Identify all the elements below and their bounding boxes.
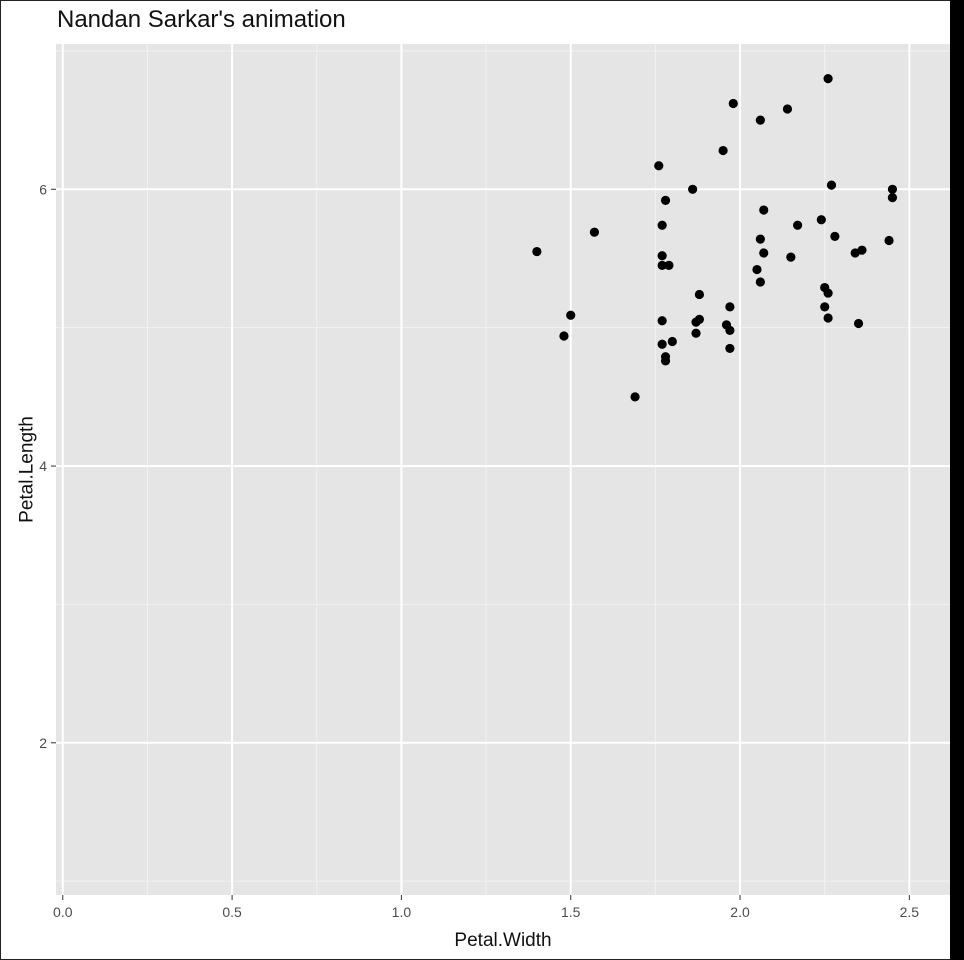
- data-point: [657, 251, 667, 261]
- minor-gridlines: [56, 44, 950, 895]
- data-point: [816, 215, 826, 225]
- data-point: [793, 220, 803, 230]
- data-point: [887, 184, 898, 194]
- plot-panel: [56, 44, 950, 895]
- data-point: [782, 104, 793, 114]
- data-point: [657, 220, 667, 230]
- x-tick-label: 2.0: [730, 904, 750, 920]
- data-point: [755, 277, 765, 287]
- x-axis: 0.0 0.5 1.0 1.5 2.0 2.5: [53, 895, 919, 920]
- data-point: [566, 310, 576, 320]
- data-point: [725, 302, 735, 312]
- data-point: [660, 352, 671, 362]
- y-axis-title: Petal.Length: [17, 416, 38, 523]
- data-point: [823, 313, 833, 323]
- data-point: [755, 115, 765, 125]
- window-edge: [950, 0, 964, 960]
- x-axis-title: Petal.Width: [454, 930, 551, 951]
- data-point: [630, 392, 640, 402]
- data-point: [532, 246, 542, 257]
- data-point: [559, 331, 569, 341]
- data-point: [786, 252, 796, 262]
- y-axis: 2 4 6: [39, 181, 56, 751]
- data-point: [694, 314, 705, 324]
- data-point: [728, 98, 738, 109]
- chart-title: Nandan Sarkar's animation: [57, 6, 346, 33]
- data-point: [755, 234, 765, 244]
- data-point: [718, 145, 728, 156]
- data-point: [752, 264, 762, 275]
- x-tick-label: 2.5: [900, 904, 920, 920]
- data-point: [853, 318, 864, 329]
- data-point: [823, 288, 833, 298]
- data-point: [725, 343, 735, 354]
- data-point: [654, 161, 664, 171]
- data-point: [823, 73, 833, 84]
- data-point: [820, 302, 830, 312]
- data-point: [725, 325, 735, 336]
- y-tick-label: 6: [39, 181, 47, 197]
- data-point: [664, 260, 674, 270]
- data-point: [887, 192, 898, 203]
- data-point: [884, 235, 894, 246]
- x-tick-label: 1.5: [561, 904, 581, 920]
- data-point: [657, 316, 667, 326]
- data-point: [657, 339, 667, 349]
- data-point: [857, 245, 867, 255]
- data-point: [688, 184, 698, 194]
- y-tick-label: 4: [39, 458, 47, 474]
- major-gridlines: [56, 44, 950, 895]
- data-point: [759, 248, 769, 258]
- data-point: [660, 195, 671, 205]
- data-point: [830, 231, 840, 241]
- y-tick-label: 2: [39, 735, 47, 751]
- data-point: [657, 260, 667, 270]
- x-tick-label: 0.0: [53, 904, 73, 920]
- data-point: [691, 328, 701, 338]
- data-points: [532, 73, 898, 402]
- data-point: [694, 289, 705, 300]
- data-point: [759, 205, 769, 215]
- x-tick-label: 1.0: [392, 904, 412, 920]
- x-tick-label: 0.5: [222, 904, 242, 920]
- data-point: [667, 336, 677, 347]
- data-point: [826, 180, 837, 190]
- data-point: [589, 227, 600, 237]
